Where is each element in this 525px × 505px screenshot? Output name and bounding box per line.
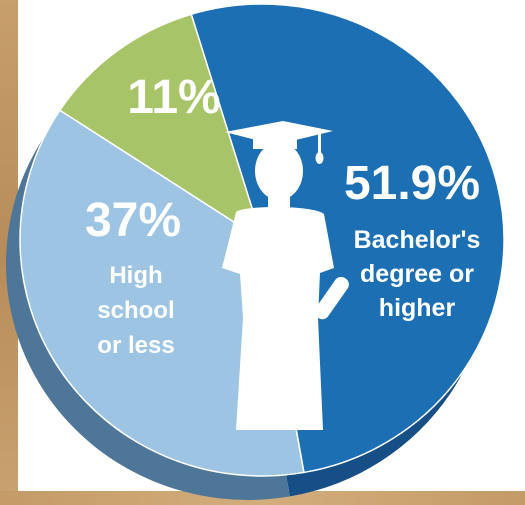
pie-labels: 51.9% Bachelor's degree or higher 37% Hi…: [85, 71, 480, 359]
pie-slices: [19, 3, 505, 477]
pie-slice-label-highschool-line-3: or less: [97, 332, 174, 359]
pie-slice-other: [58, 13, 264, 242]
pie-slice-bachelors: [190, 3, 505, 474]
pie-slice-label-bachelors-line-3: higher: [379, 294, 456, 322]
pie-slice-label-bachelors-percent: 51.9%: [344, 157, 480, 210]
pie-slice-label-other-percent: 11%: [127, 71, 220, 124]
graduate-icon: [222, 121, 349, 430]
pie-slice-label-highschool-line-1: High: [109, 262, 162, 289]
pie-slice-highschool: [19, 109, 305, 477]
pie-slice-label-bachelors-line-2: degree or: [360, 260, 474, 288]
pie-slice-label-highschool-percent: 37%: [85, 194, 181, 247]
pie-slice-label-highschool-line-2: school: [97, 297, 174, 324]
pie-slice-label-bachelors-line-1: Bachelor's: [354, 226, 481, 254]
